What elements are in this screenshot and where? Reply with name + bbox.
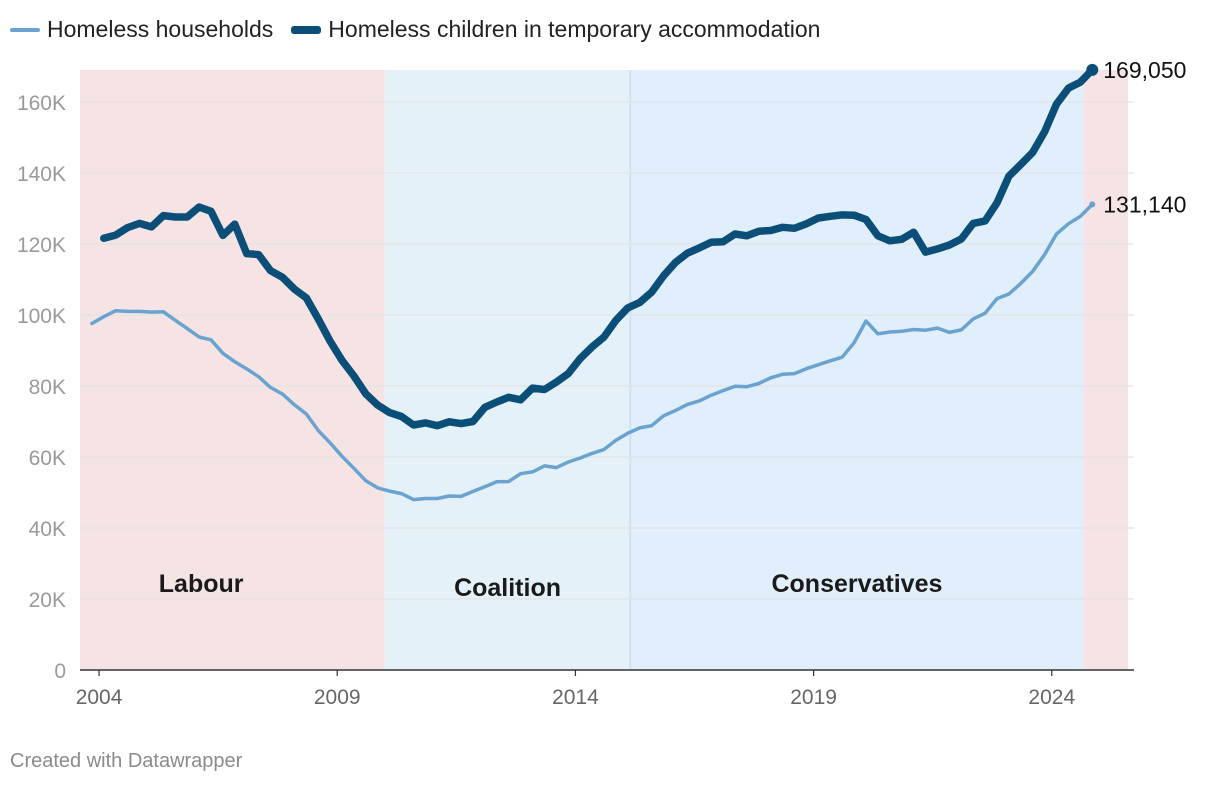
y-tick-label: 20K: [29, 589, 66, 612]
series-end-point-children: [1086, 63, 1099, 76]
period-bands: [80, 70, 1128, 670]
x-tick-label: 2019: [790, 686, 837, 709]
legend-item-children: Homeless children in temporary accommoda…: [291, 16, 820, 43]
credit-text: Created with Datawrapper: [10, 750, 243, 772]
x-tick-label: 2009: [314, 686, 361, 709]
period-band-3: [1083, 70, 1128, 670]
legend: Homeless households Homeless children in…: [10, 16, 838, 43]
series-end-label-children: 169,050: [1103, 57, 1186, 83]
x-tick-label: 2004: [76, 686, 123, 709]
x-tick-label: 2024: [1028, 686, 1075, 709]
period-label-labour: Labour: [159, 570, 244, 598]
series-end-point-households: [1089, 201, 1096, 208]
period-band-1: [384, 70, 631, 670]
y-tick-label: 120K: [17, 234, 66, 257]
series-line-children: [100, 66, 1097, 430]
x-tick-label: 2014: [552, 686, 599, 709]
period-band-2: [630, 70, 1084, 670]
legend-label-children: Homeless children in temporary accommoda…: [328, 16, 821, 42]
series-line-households: [90, 202, 1095, 502]
y-tick-label: 160K: [17, 92, 66, 115]
period-labels: Labour Coalition Conservatives: [159, 570, 943, 602]
series-lines: 131,140 169,050: [90, 57, 1186, 502]
period-label-coalition: Coalition: [454, 574, 561, 602]
legend-swatch-children: [291, 25, 322, 34]
y-tick-label: 40K: [29, 518, 66, 541]
y-tick-label: 100K: [17, 305, 66, 328]
axes: 0 20K 40K 60K 80K 100K 120K 140K 160K 2004 2009 201…: [17, 92, 1134, 709]
y-tick-label: 0: [54, 660, 66, 683]
series-end-label-households: 131,140: [1103, 191, 1186, 217]
legend-swatch-households: [10, 27, 40, 32]
legend-label-households: Homeless households: [47, 16, 274, 42]
period-label-conservatives: Conservatives: [771, 570, 942, 598]
y-tick-label: 60K: [29, 447, 66, 470]
y-tick-label: 80K: [29, 376, 66, 399]
period-band-0: [80, 70, 385, 670]
y-tick-label: 140K: [17, 163, 66, 186]
legend-item-households: Homeless households: [10, 16, 273, 43]
gridlines: [80, 101, 1134, 600]
